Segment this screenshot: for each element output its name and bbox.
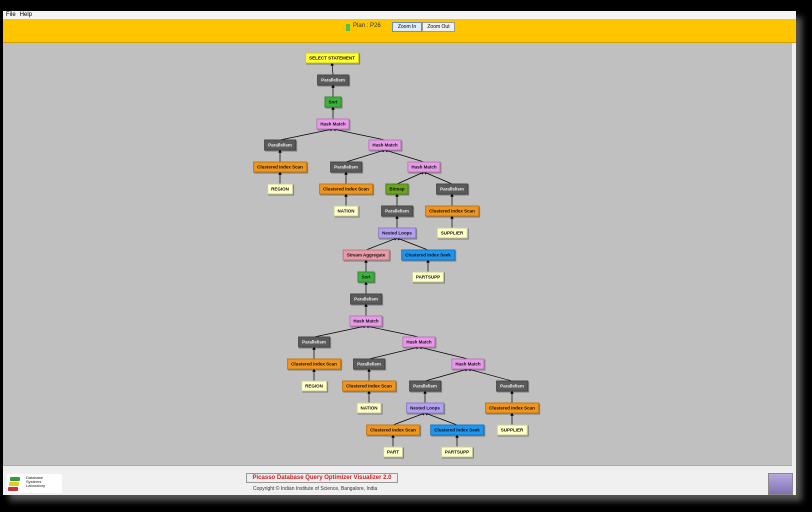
zoom-in-button[interactable]: Zoom In bbox=[392, 22, 422, 32]
plan-node-parallelism[interactable]: Parallelism bbox=[436, 183, 468, 195]
app-title-button[interactable]: Picasso Database Query Optimizer Visuali… bbox=[246, 473, 398, 483]
plan-node-loops[interactable]: Nested Loops bbox=[406, 402, 444, 414]
plan-node-scan[interactable]: Clustered Index Scan bbox=[366, 424, 420, 436]
plan-node-table[interactable]: SUPPLIER bbox=[496, 424, 528, 436]
plan-node-parallelism[interactable]: Parallelism bbox=[298, 336, 330, 348]
plan-node-parallelism[interactable]: Parallelism bbox=[353, 358, 385, 370]
horizontal-scrollbar[interactable] bbox=[3, 465, 792, 472]
plan-node-hash[interactable]: Hash Match bbox=[349, 315, 383, 327]
plan-tree-canvas: SELECT STATEMENT Parallelism Sort Hash Matc… bbox=[3, 43, 792, 465]
application-window: File Help Plan : P26 Zoom In Zoom Out SEL… bbox=[3, 11, 796, 495]
plan-edge bbox=[279, 127, 334, 141]
vertical-scrollbar[interactable] bbox=[792, 43, 796, 471]
lab-logo-text: Database Systems Laboratory bbox=[26, 475, 46, 488]
plan-edge bbox=[365, 237, 398, 251]
plan-node-bitmap[interactable]: Bitmap bbox=[385, 183, 409, 195]
plan-node-table[interactable]: PART bbox=[383, 446, 403, 458]
plan-node-parallelism[interactable]: Parallelism bbox=[381, 205, 413, 217]
plan-edge bbox=[368, 345, 420, 360]
plan-node-seek[interactable]: Clustered Index Seek bbox=[401, 249, 455, 261]
plan-node-hash[interactable]: Hash Match bbox=[316, 118, 350, 130]
plan-node-parallelism[interactable]: Parallelism bbox=[330, 161, 362, 173]
plan-node-scan[interactable]: Clustered Index Scan bbox=[287, 358, 341, 370]
plan-node-scan[interactable]: Clustered Index Scan bbox=[342, 380, 396, 392]
plan-node-parallelism[interactable]: Parallelism bbox=[350, 293, 382, 305]
plan-edge bbox=[396, 237, 429, 251]
plan-edge bbox=[330, 62, 334, 76]
plan-node-table[interactable]: PARTSUPP bbox=[411, 271, 445, 283]
plan-node-aggregate[interactable]: Stream Aggregate bbox=[342, 249, 390, 261]
menu-help[interactable]: Help bbox=[19, 12, 33, 18]
plan-node-parallelism[interactable]: Parallelism bbox=[409, 380, 441, 392]
plan-edge bbox=[423, 171, 453, 185]
plan-edge bbox=[424, 412, 458, 426]
plan-node-loops[interactable]: Nested Loops bbox=[378, 227, 416, 239]
menu-bar: File Help bbox=[3, 11, 796, 19]
plan-color-swatch bbox=[346, 24, 350, 31]
plan-edge bbox=[345, 149, 386, 163]
plan-edge bbox=[313, 324, 367, 338]
plan-node-parallelism[interactable]: Parallelism bbox=[317, 74, 349, 86]
iisc-logo bbox=[768, 473, 793, 495]
plan-tree-edges bbox=[278, 62, 514, 447]
toolbar: Plan : P26 Zoom In Zoom Out bbox=[3, 19, 796, 43]
plan-node-sort[interactable]: Sort bbox=[357, 271, 375, 283]
plan-node-hash[interactable]: Hash Match bbox=[451, 358, 485, 370]
plan-label: Plan : P26 bbox=[353, 23, 381, 29]
plan-node-table[interactable]: SUPPLIER bbox=[436, 227, 468, 239]
plan-node-table[interactable]: REGION bbox=[301, 380, 327, 392]
zoom-out-button[interactable]: Zoom Out bbox=[422, 22, 455, 32]
plan-edge bbox=[392, 412, 426, 426]
plan-edge bbox=[365, 324, 420, 338]
plan-node-seek[interactable]: Clustered Index Seek bbox=[430, 424, 484, 436]
database-systems-lab-logo: Database Systems Laboratory bbox=[7, 474, 62, 493]
plan-node-hash[interactable]: Hash Match bbox=[402, 336, 436, 348]
plan-edge bbox=[332, 127, 386, 141]
plan-node-table[interactable]: NATION bbox=[356, 402, 382, 414]
plan-node-scan[interactable]: Clustered Index Scan bbox=[425, 205, 479, 217]
plan-node-root[interactable]: SELECT STATEMENT bbox=[305, 52, 359, 64]
plan-node-parallelism[interactable]: Parallelism bbox=[264, 139, 296, 151]
plan-edge bbox=[424, 368, 469, 382]
menu-file[interactable]: File bbox=[6, 12, 16, 18]
plan-edge bbox=[384, 149, 425, 163]
plan-edge bbox=[467, 368, 513, 382]
plan-node-parallelism[interactable]: Parallelism bbox=[496, 380, 528, 392]
plan-node-hash[interactable]: Hash Match bbox=[407, 161, 441, 173]
plan-node-hash[interactable]: Hash Match bbox=[368, 139, 402, 151]
plan-node-scan[interactable]: Clustered Index Scan bbox=[319, 183, 373, 195]
plan-node-sort[interactable]: Sort bbox=[324, 96, 342, 108]
plan-edge bbox=[418, 345, 469, 360]
plan-edge bbox=[396, 171, 425, 185]
plan-node-scan[interactable]: Clustered Index Scan bbox=[253, 161, 307, 173]
copyright-text: Copyright © Indian Institute of Science,… bbox=[253, 486, 378, 492]
plan-node-scan[interactable]: Clustered Index Scan bbox=[485, 402, 539, 414]
footer: Database Systems Laboratory Picasso Data… bbox=[3, 471, 796, 495]
plan-node-table[interactable]: NATION bbox=[333, 205, 359, 217]
plan-node-table[interactable]: REGION bbox=[267, 183, 293, 195]
plan-node-table[interactable]: PARTSUPP bbox=[440, 446, 474, 458]
